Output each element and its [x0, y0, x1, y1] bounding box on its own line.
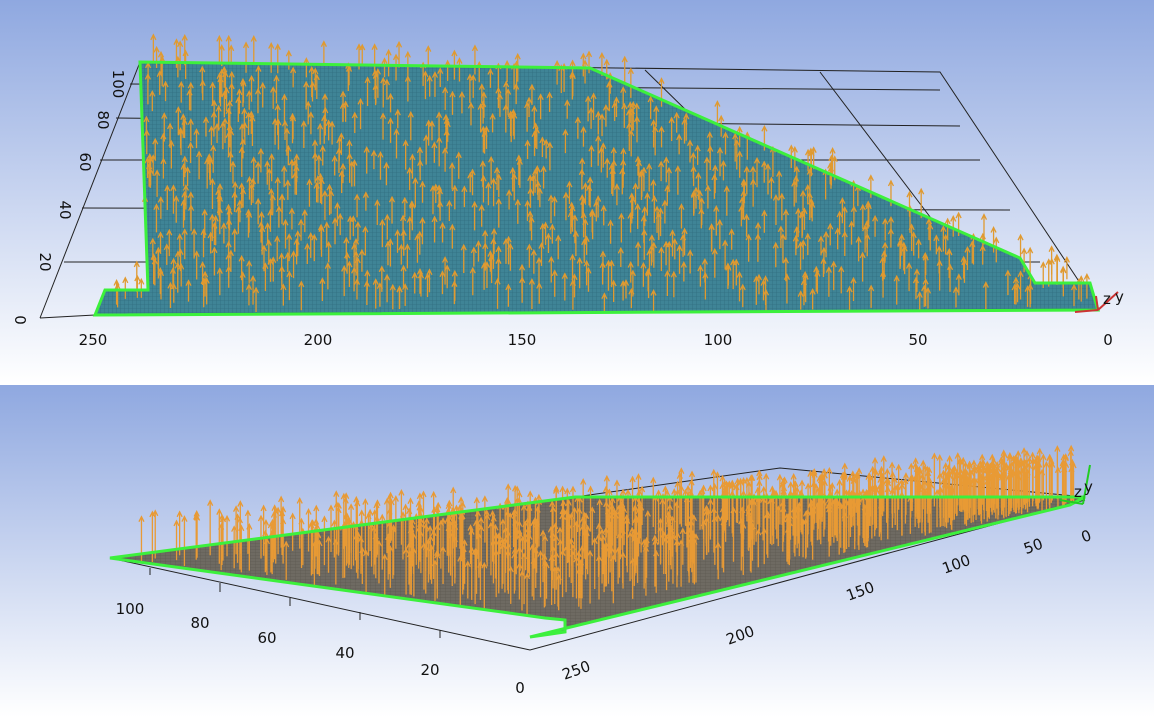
triad-label: z — [1103, 290, 1111, 308]
y-tick-label: 40 — [335, 644, 354, 662]
y-tick-label: 60 — [76, 152, 94, 171]
y-tick-label: 100 — [109, 70, 127, 99]
y-tick-label: 100 — [116, 600, 145, 618]
triad-label: y — [1084, 478, 1093, 496]
x-tick-label: 200 — [304, 331, 333, 349]
y-tick-label: 0 — [515, 679, 525, 697]
y-tick-label: 60 — [257, 629, 276, 647]
x-tick-label: 50 — [908, 331, 927, 349]
triad-label: y — [1115, 288, 1124, 306]
y-tick-label: 40 — [56, 200, 74, 219]
y-tick-label: 20 — [420, 661, 439, 679]
page: z y 250200150100500020406080100 z y 2502… — [0, 0, 1154, 717]
y-tick-label: 80 — [94, 110, 112, 129]
separator — [0, 383, 1154, 385]
x-tick-label: 100 — [704, 331, 733, 349]
x-tick-label: 150 — [508, 331, 537, 349]
x-tick-label: 0 — [1103, 331, 1113, 349]
triad-label: z — [1074, 483, 1082, 501]
y-tick-label: 20 — [36, 252, 54, 271]
viewport-screenshot: z y 250200150100500020406080100 z y 2502… — [0, 0, 1154, 717]
y-tick-label: 0 — [11, 315, 29, 325]
y-tick-label: 80 — [190, 614, 209, 632]
x-tick-label: 250 — [79, 331, 108, 349]
